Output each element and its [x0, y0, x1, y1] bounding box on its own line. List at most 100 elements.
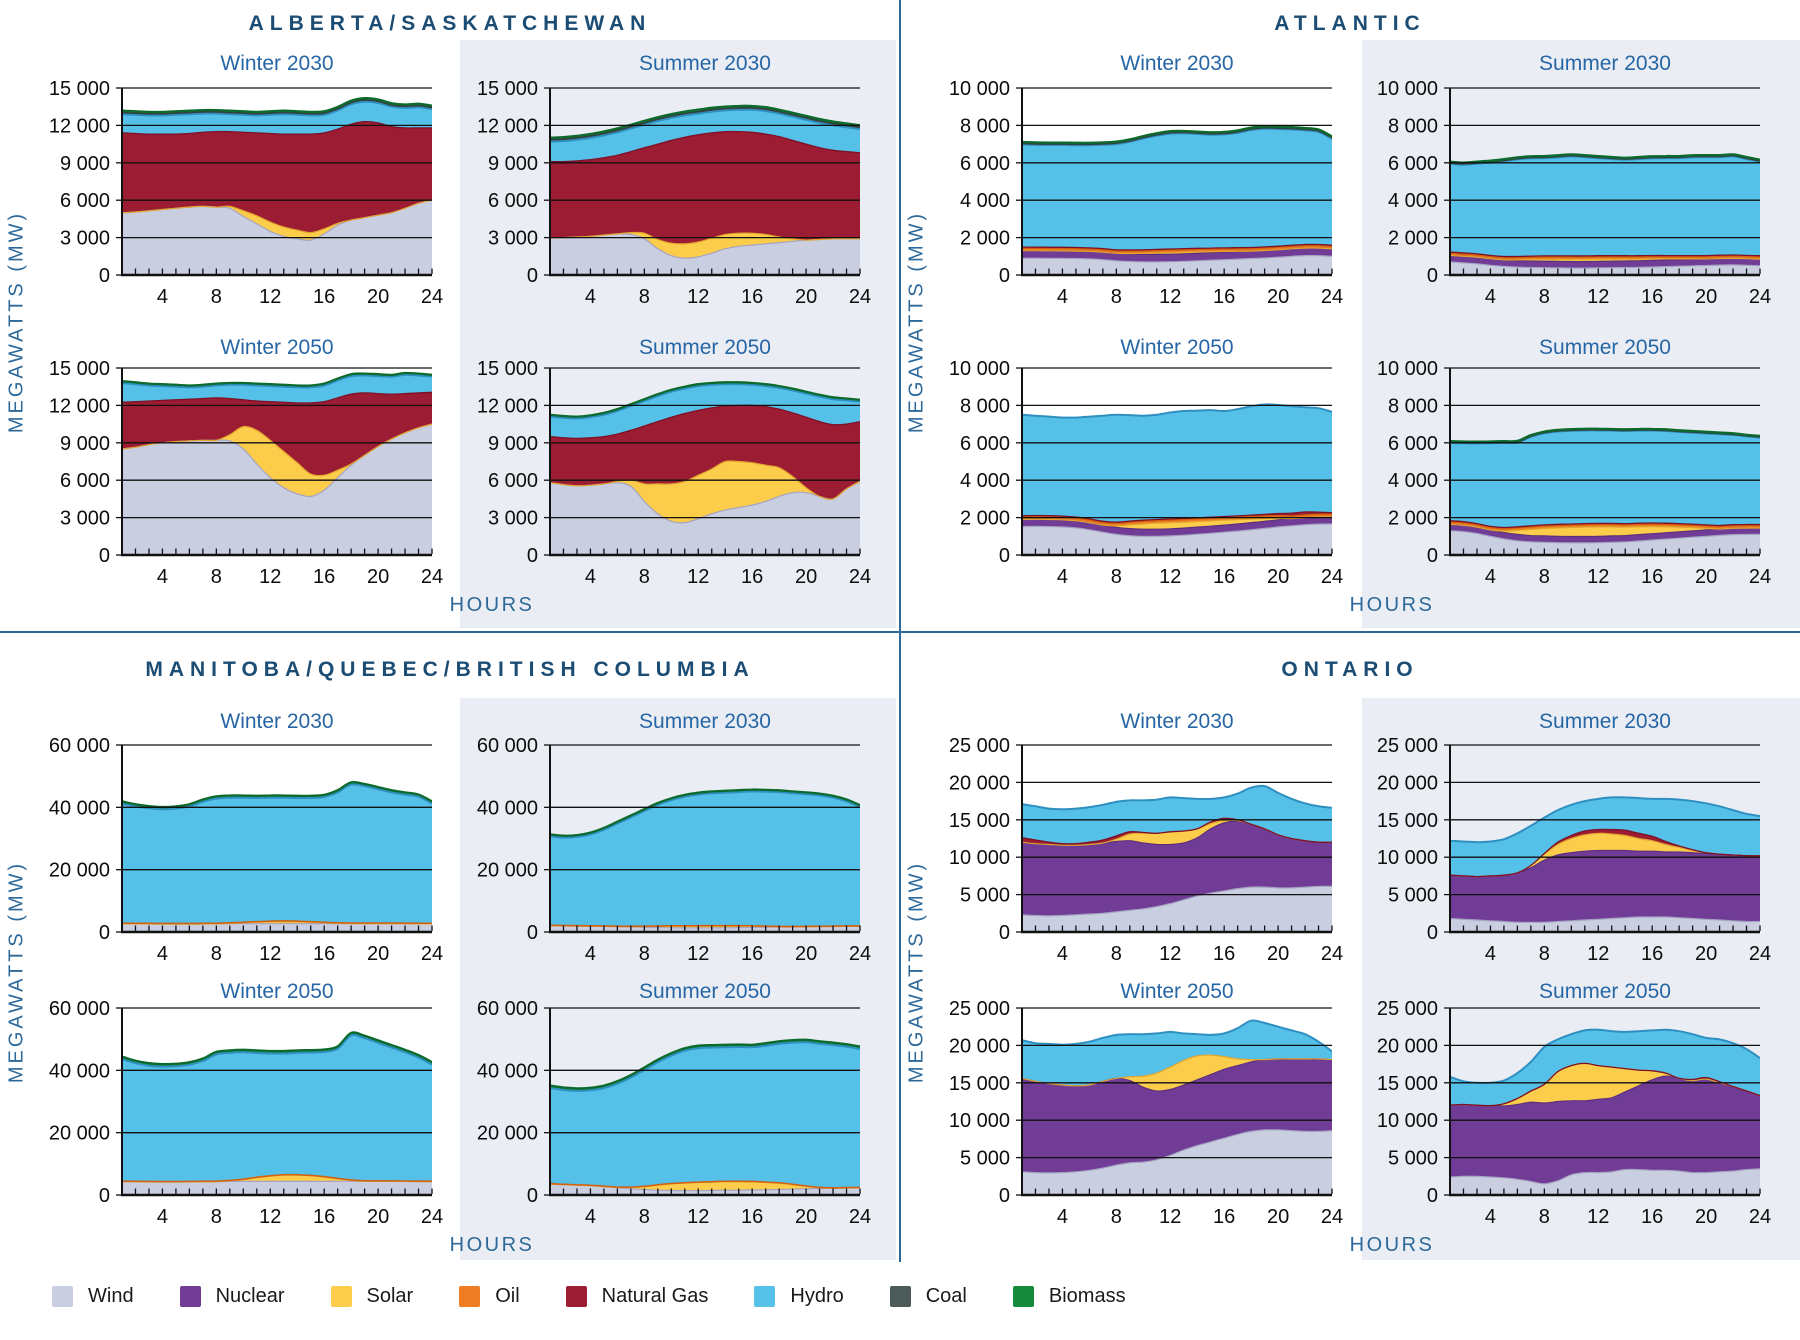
y-tick-label: 6 000: [488, 470, 538, 492]
x-tick-label: 24: [1321, 286, 1343, 308]
edge-hydro: [1022, 127, 1332, 147]
y-tick-label: 0: [527, 545, 538, 567]
y-tick-label: 20 000: [1377, 1035, 1438, 1057]
y-tick-label: 5 000: [960, 885, 1010, 907]
chart-alberta-saskatchewan-summer-2050: 0 3 000 6 000 9 000 12 000 15 000 4 8 12 16 20 24: [477, 358, 871, 588]
edge-coal: [550, 106, 860, 141]
edge-solar: [550, 460, 860, 500]
legend-swatch-coal: [889, 1286, 911, 1307]
y-tick-label: 15 000: [477, 78, 538, 100]
area-wind: [122, 923, 432, 932]
y-tick-label: 8 000: [960, 115, 1010, 137]
edge-oil: [550, 1180, 860, 1189]
edge-biomass: [1022, 125, 1332, 144]
edge-wind: [1450, 1168, 1760, 1185]
y-tick-label: 2 000: [1388, 508, 1438, 530]
y-tick-label: 0: [527, 265, 538, 287]
chart-title: Winter 2050: [220, 336, 334, 359]
chart-title: Winter 2030: [220, 52, 334, 75]
y-tick-label: 6 000: [60, 190, 110, 212]
area-wind: [1450, 1168, 1760, 1195]
y-tick-label: 6 000: [960, 153, 1010, 175]
x-tick-label: 12: [687, 286, 709, 308]
edge-solar: [1022, 516, 1332, 527]
y-tick-label: 15 000: [1377, 810, 1438, 832]
edge-oil: [122, 920, 432, 925]
x-tick-label: 8: [639, 943, 650, 965]
area-wind: [550, 1184, 860, 1195]
y-tick-label: 15 000: [949, 810, 1010, 832]
chart-atlantic-summer-2050: 0 2 000 4 000 6 000 8 000 10 000 4 8 12 16 20 24: [1377, 358, 1771, 588]
y-tick-label: 8 000: [1388, 395, 1438, 417]
x-tick-label: 8: [211, 566, 222, 588]
y-tick-label: 15 000: [49, 358, 110, 380]
x-tick-label: 24: [1321, 1206, 1343, 1228]
y-tick-label: 6 000: [488, 190, 538, 212]
y-tick-label: 10 000: [949, 1110, 1010, 1132]
x-tick-label: 4: [585, 943, 596, 965]
edge-hydro: [1450, 796, 1760, 844]
edge-biomass: [122, 1031, 432, 1066]
area-solar: [122, 200, 432, 241]
legend-swatch-nuclear: [179, 1286, 201, 1307]
y-tick-label: 10 000: [949, 78, 1010, 100]
y-tick-label: 12 000: [49, 115, 110, 137]
y-tick-label: 9 000: [488, 433, 538, 455]
edge-hydro: [550, 1041, 860, 1092]
x-tick-label: 12: [687, 943, 709, 965]
chart-title: Winter 2050: [220, 980, 334, 1003]
region-title: ATLANTIC: [1274, 12, 1426, 35]
area-hydro: [1022, 1020, 1332, 1086]
x-axis-label: HOURS: [449, 594, 535, 616]
y-tick-label: 5 000: [1388, 1148, 1438, 1170]
chart-title: Summer 2050: [639, 980, 771, 1003]
x-axis-label: HOURS: [1349, 1234, 1435, 1256]
legend-label: Oil: [495, 1285, 520, 1307]
y-tick-label: 10 000: [1377, 847, 1438, 869]
edge-solar: [1450, 254, 1760, 261]
y-tick-label: 2 000: [960, 228, 1010, 250]
x-tick-label: 20: [1267, 1206, 1289, 1228]
edge-solar: [1450, 523, 1760, 532]
legend-item-nuclear: Nuclear: [179, 1285, 285, 1308]
edge-biomass: [122, 780, 432, 809]
x-tick-label: 20: [1695, 566, 1717, 588]
x-tick-label: 24: [849, 566, 871, 588]
area-solar: [550, 232, 860, 259]
x-tick-label: 12: [259, 566, 281, 588]
x-tick-label: 16: [313, 1206, 335, 1228]
area-nuclear: [1450, 524, 1760, 543]
legend-label: Nuclear: [215, 1285, 285, 1307]
x-tick-label: 24: [421, 1206, 443, 1228]
chart-alberta-saskatchewan-winter-2030: 0 3 000 6 000 9 000 12 000 15 000 4 8 12 16 20 24: [49, 78, 443, 308]
area-natural-gas: [122, 121, 432, 233]
y-tick-label: 20 000: [477, 860, 538, 882]
edge-oil: [1450, 252, 1760, 259]
y-tick-label: 60 000: [49, 735, 110, 757]
edge-hydro: [1022, 784, 1332, 811]
x-tick-label: 16: [741, 943, 763, 965]
x-tick-label: 16: [313, 566, 335, 588]
x-tick-label: 20: [1695, 286, 1717, 308]
area-wind: [1450, 916, 1760, 932]
area-hydro: [550, 109, 860, 162]
y-tick-label: 6 000: [60, 470, 110, 492]
quadrant-atlantic: ATLANTIC MEGAWATTS (MW) Winter 2030 0 2 00…: [900, 0, 1800, 632]
x-tick-label: 4: [585, 286, 596, 308]
edge-hydro: [1022, 1019, 1332, 1053]
x-tick-label: 20: [795, 1206, 817, 1228]
legend-swatch-oil: [459, 1286, 481, 1307]
edge-solar: [550, 231, 860, 245]
area-wind: [550, 233, 860, 275]
x-tick-label: 16: [1213, 943, 1235, 965]
x-tick-label: 12: [1587, 943, 1609, 965]
area-natural-gas: [122, 392, 432, 476]
x-tick-label: 12: [1159, 566, 1181, 588]
area-hydro: [550, 1042, 860, 1188]
edge-natural-gas: [122, 391, 432, 404]
x-tick-label: 20: [1695, 1206, 1717, 1228]
area-hydro: [1450, 1029, 1760, 1106]
y-tick-label: 6 000: [960, 433, 1010, 455]
y-tick-label: 6 000: [1388, 433, 1438, 455]
chart-title: Winter 2030: [220, 710, 334, 733]
